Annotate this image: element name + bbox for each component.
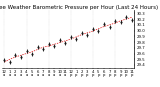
Title: Milwaukee Weather Barometric Pressure per Hour (Last 24 Hours): Milwaukee Weather Barometric Pressure pe… [0,5,159,10]
